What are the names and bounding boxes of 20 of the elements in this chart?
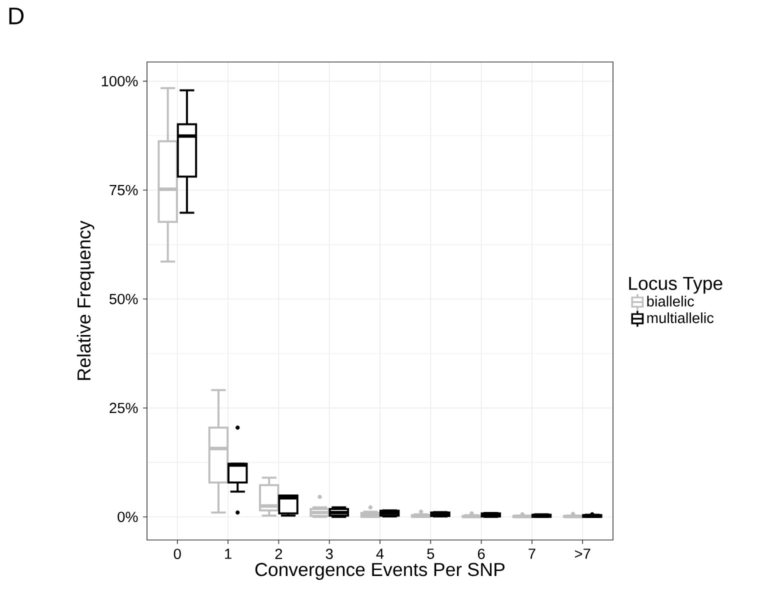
y-tick-label: 75% bbox=[110, 184, 138, 196]
x-tick-label: 5 bbox=[427, 548, 434, 559]
legend-label: biallelic bbox=[647, 296, 694, 307]
x-tick-label: 4 bbox=[376, 548, 384, 559]
x-tick-label: 0 bbox=[174, 548, 181, 560]
legend-title: Locus Type bbox=[629, 276, 722, 294]
x-tick-label: 2 bbox=[275, 548, 282, 559]
x-tick-label: 7 bbox=[528, 548, 536, 559]
x-axis-title: Convergence Events Per SNP bbox=[255, 562, 505, 580]
x-tick-label: 3 bbox=[326, 548, 333, 560]
legend-label: multiallelic bbox=[647, 312, 714, 324]
y-tick-label: 25% bbox=[110, 402, 138, 414]
y-tick-label: 50% bbox=[110, 294, 138, 304]
x-tick-label: 1 bbox=[225, 548, 232, 559]
x-tick-label: 6 bbox=[478, 548, 485, 560]
text: D bbox=[9, 8, 24, 24]
y-tick-label: 100% bbox=[102, 76, 138, 86]
x-tick-label: >7 bbox=[574, 548, 590, 559]
y-tick-label: 0% bbox=[118, 512, 138, 522]
y-axis-title: Relative Frequency bbox=[76, 220, 94, 380]
